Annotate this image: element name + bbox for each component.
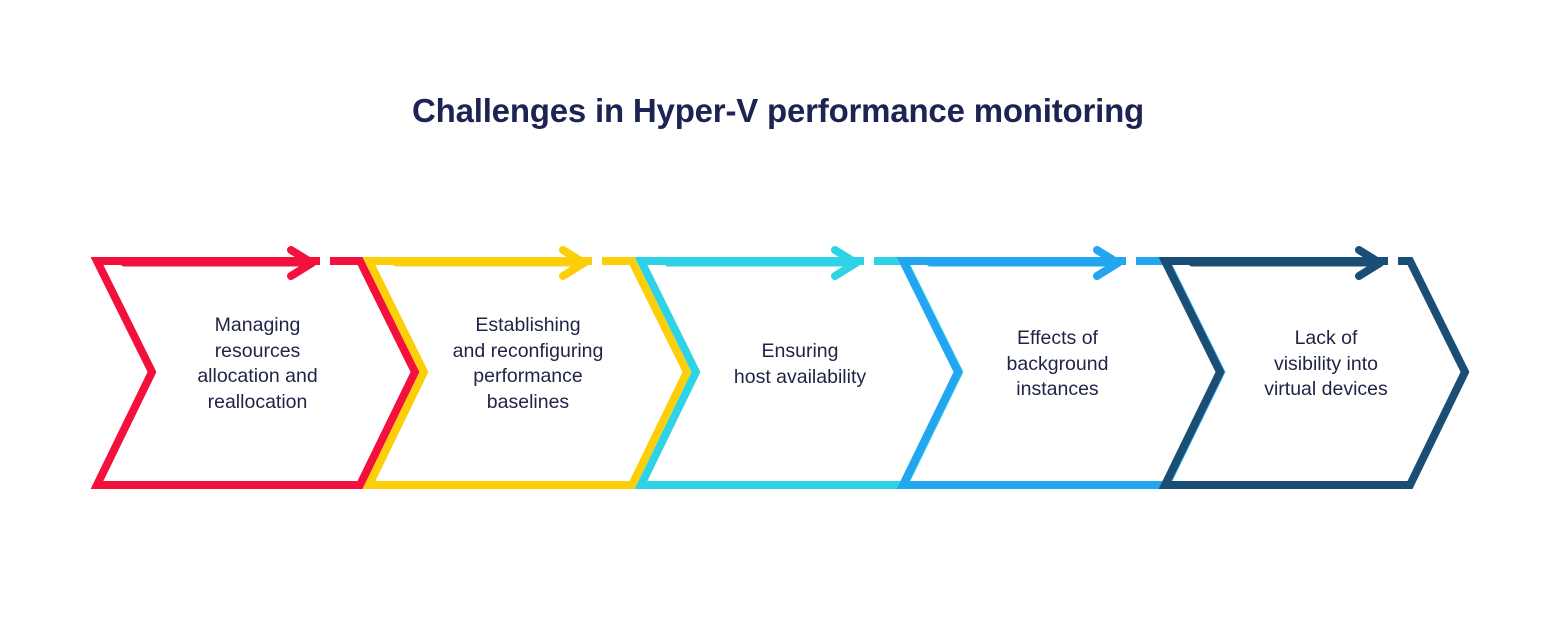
chevron-stage-1[interactable]	[90, 246, 420, 489]
chevron-outline-5	[1158, 257, 1470, 489]
right-arrow-icon-5	[1188, 246, 1384, 280]
chevron-stage-5[interactable]	[1158, 246, 1470, 489]
chevron-outline-1	[90, 257, 420, 489]
page-title: Challenges in Hyper-V performance monito…	[412, 92, 1144, 129]
right-arrow-icon-3	[664, 246, 860, 280]
right-arrow-icon-2	[392, 246, 588, 280]
right-arrow-icon-4	[926, 246, 1122, 280]
chevron-outline-4	[896, 257, 1226, 489]
chevron-outline-2	[362, 257, 692, 489]
right-arrow-icon-1	[120, 246, 316, 280]
chevron-stage-2[interactable]	[362, 246, 692, 489]
